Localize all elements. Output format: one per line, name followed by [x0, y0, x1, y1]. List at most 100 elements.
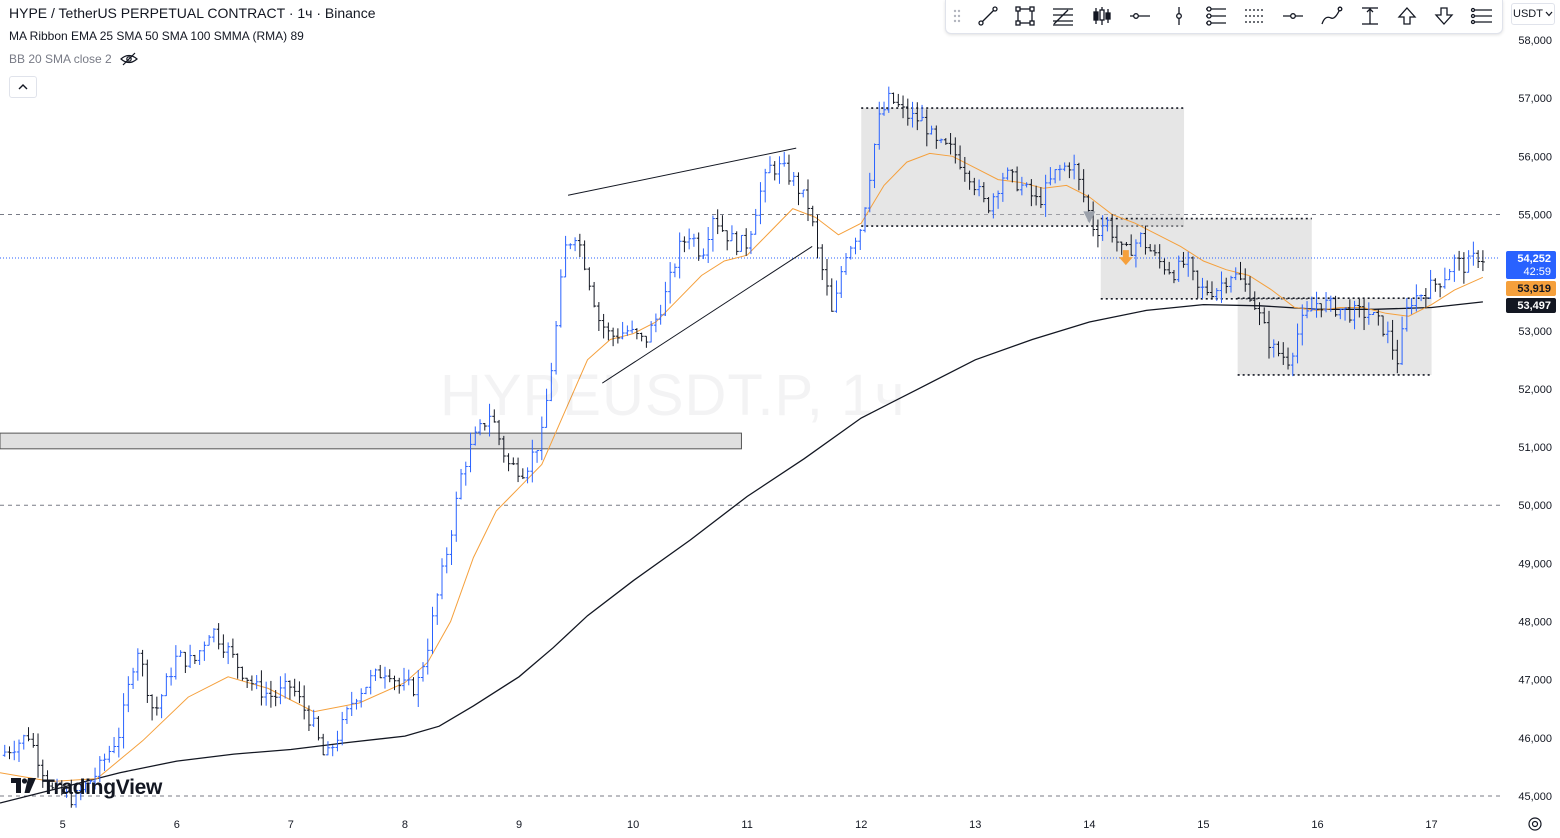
ohlc-bar[interactable] — [40, 759, 45, 788]
fib-retracement-icon[interactable] — [1048, 2, 1078, 30]
ohlc-bar[interactable] — [316, 716, 321, 741]
ohlc-bar[interactable] — [739, 234, 744, 252]
ohlc-bar[interactable] — [1005, 167, 1010, 180]
ohlc-bar[interactable] — [1081, 169, 1086, 203]
ohlc-bar[interactable] — [1414, 284, 1419, 312]
ohlc-bar[interactable] — [131, 667, 136, 689]
candles-icon[interactable] — [1087, 2, 1117, 30]
ohlc-bar[interactable] — [45, 770, 50, 794]
ohlc-bar[interactable] — [340, 711, 345, 746]
brush-icon[interactable] — [1316, 2, 1346, 30]
ohlc-bar[interactable] — [88, 780, 93, 784]
ohlc-bar[interactable] — [1029, 179, 1034, 207]
ohlc-bar[interactable] — [701, 248, 706, 260]
ohlc-bar[interactable] — [207, 635, 212, 646]
ohlc-bar[interactable] — [520, 468, 525, 480]
ohlc-bar[interactable] — [1290, 352, 1295, 377]
ohlc-bar[interactable] — [1328, 295, 1333, 312]
ohlc-bar[interactable] — [126, 676, 131, 713]
ohlc-bar[interactable] — [1457, 250, 1462, 271]
ohlc-bar[interactable] — [815, 214, 820, 259]
ohlc-bar[interactable] — [459, 468, 464, 500]
ohlc-bar[interactable] — [1048, 167, 1053, 186]
ohlc-bar[interactable] — [240, 666, 245, 681]
ohlc-bar[interactable] — [901, 95, 906, 119]
ohlc-bar[interactable] — [497, 419, 502, 446]
ohlc-bar[interactable] — [596, 302, 601, 332]
ohlc-bar[interactable] — [1366, 302, 1371, 325]
ohlc-bar[interactable] — [1281, 342, 1286, 365]
ohlc-bar[interactable] — [226, 642, 231, 665]
ohlc-bar[interactable] — [1423, 288, 1428, 309]
ohlc-bar[interactable] — [487, 403, 492, 437]
trend-line-icon[interactable] — [973, 2, 1003, 30]
trend-line[interactable] — [602, 246, 813, 384]
ohlc-bar[interactable] — [558, 269, 563, 328]
ohlc-bar[interactable] — [1385, 321, 1390, 344]
ohlc-bar[interactable] — [729, 225, 734, 242]
ohlc-bar[interactable] — [363, 686, 368, 695]
ohlc-bar[interactable] — [354, 698, 359, 710]
parallel-channel-icon[interactable] — [1201, 2, 1231, 30]
ohlc-bar[interactable] — [1162, 258, 1167, 275]
ohlc-bar[interactable] — [373, 668, 378, 681]
ohlc-bar[interactable] — [259, 670, 264, 706]
ohlc-bar[interactable] — [1314, 291, 1319, 318]
ohlc-bar[interactable] — [1190, 256, 1195, 281]
ohlc-bar[interactable] — [1480, 250, 1485, 272]
ohlc-bar[interactable] — [321, 733, 326, 756]
ohlc-bar[interactable] — [929, 125, 934, 135]
fib-extension-icon[interactable] — [1240, 2, 1270, 30]
ohlc-bar[interactable] — [254, 675, 259, 690]
ohlc-bar[interactable] — [7, 746, 12, 760]
ohlc-bar[interactable] — [411, 677, 416, 697]
ohlc-bar[interactable] — [972, 177, 977, 196]
ohlc-bar[interactable] — [1119, 241, 1124, 255]
ohlc-bar[interactable] — [468, 432, 473, 473]
ohlc-bar[interactable] — [516, 457, 521, 483]
ohlc-bar[interactable] — [582, 240, 587, 271]
ohlc-bar[interactable] — [858, 228, 863, 250]
ohlc-bar[interactable] — [1309, 296, 1314, 312]
ohlc-bar[interactable] — [744, 228, 749, 256]
ohlc-bar[interactable] — [292, 678, 297, 697]
ohlc-bar[interactable] — [1053, 169, 1058, 184]
ohlc-bar[interactable] — [1095, 219, 1100, 248]
ohlc-bar[interactable] — [753, 208, 758, 235]
ohlc-bar[interactable] — [278, 676, 283, 705]
ohlc-bar[interactable] — [378, 664, 383, 679]
ohlc-bar[interactable] — [230, 638, 235, 658]
ohlc-bar[interactable] — [344, 706, 349, 724]
ohlc-bar[interactable] — [839, 266, 844, 298]
ohlc-bar[interactable] — [777, 156, 782, 184]
ohlc-bar[interactable] — [478, 419, 483, 436]
ohlc-bar[interactable] — [287, 680, 292, 700]
ohlc-bar[interactable] — [601, 313, 606, 339]
ohlc-bar[interactable] — [454, 491, 459, 542]
ohlc-bar[interactable] — [805, 179, 810, 222]
ohlc-bar[interactable] — [387, 669, 392, 683]
ohlc-bar[interactable] — [882, 101, 887, 116]
ohlc-bar[interactable] — [1114, 225, 1119, 252]
ohlc-bar[interactable] — [1257, 302, 1262, 326]
ohlc-bar[interactable] — [554, 320, 559, 375]
ohlc-bar[interactable] — [663, 281, 668, 316]
ohlc-bar[interactable] — [145, 659, 150, 703]
ohlc-bar[interactable] — [587, 267, 592, 291]
ohlc-bar[interactable] — [382, 666, 387, 689]
ohlc-bar[interactable] — [264, 681, 269, 706]
ohlc-bar[interactable] — [430, 606, 435, 654]
ohlc-bar[interactable] — [183, 651, 188, 674]
ohlc-bar[interactable] — [55, 778, 60, 791]
price-range-icon[interactable] — [1355, 2, 1385, 30]
ohlc-bar[interactable] — [1143, 225, 1148, 255]
ohlc-bar[interactable] — [1252, 291, 1257, 311]
ohlc-bar[interactable] — [1238, 261, 1243, 281]
ohlc-bar[interactable] — [444, 547, 449, 574]
ohlc-bar[interactable] — [939, 138, 944, 144]
ohlc-bar[interactable] — [1072, 154, 1077, 180]
ohlc-bar[interactable] — [1262, 307, 1267, 324]
ohlc-bar[interactable] — [159, 694, 164, 719]
ohlc-bar[interactable] — [1471, 241, 1476, 266]
